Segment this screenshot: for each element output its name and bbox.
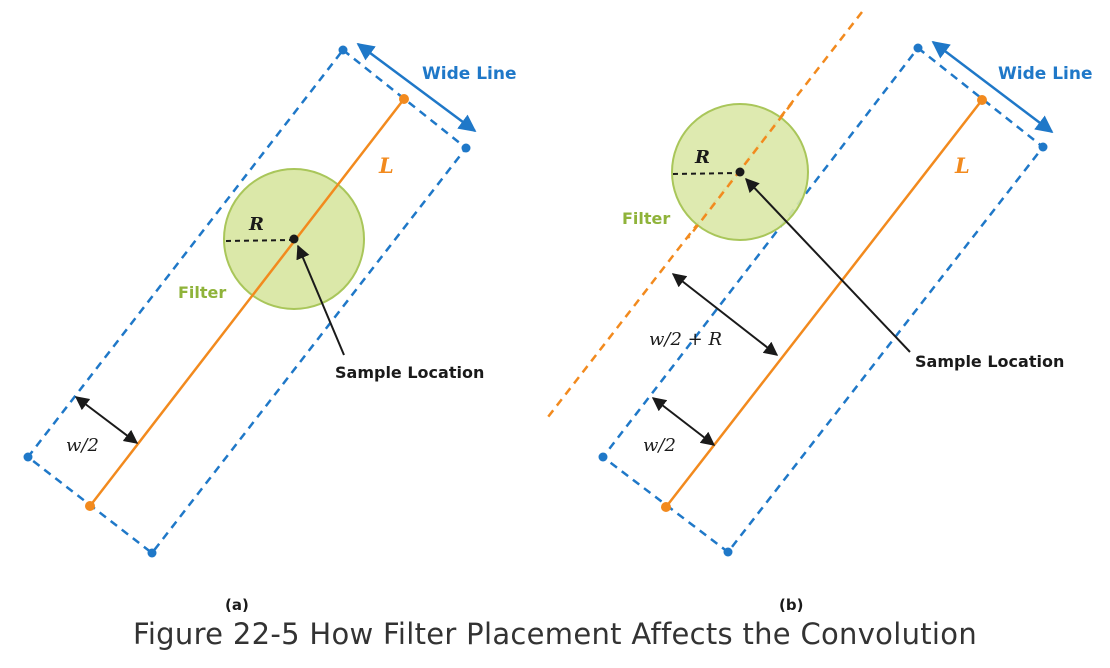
corner-dot [147, 548, 157, 558]
panel-b: Wide Line L R Filter w/2 + R Sample Loca… [547, 11, 1093, 614]
line-endpoint [399, 94, 409, 104]
center-line-l [89, 98, 405, 507]
panel-a-sublabel: (a) [225, 596, 249, 614]
corner-dot [723, 547, 733, 557]
half-width-label: w/2 [66, 435, 99, 456]
corner-dot [913, 43, 923, 53]
wide-line-label: Wide Line [998, 64, 1093, 84]
radius-label: R [248, 214, 264, 235]
corner-dot [1038, 142, 1048, 152]
sample-point [289, 234, 299, 244]
corner-dot [598, 452, 608, 462]
radius-line [672, 172, 739, 175]
line-endpoint [661, 502, 671, 512]
half-width-label: w/2 [643, 435, 676, 456]
wide-line-arrow [931, 40, 1054, 134]
radius-line [225, 239, 293, 242]
figure-caption: Figure 22-5 How Filter Placement Affects… [132, 617, 978, 651]
panel-a: Wide Line L R Filter Sample Location w/2… [23, 42, 517, 614]
radius-label: R [694, 147, 710, 168]
line-label: L [954, 153, 970, 178]
sample-location-label: Sample Location [335, 363, 484, 382]
half-width-arrow [651, 397, 716, 446]
sample-arrow [745, 177, 911, 353]
center-line-l [665, 99, 983, 508]
sample-point [735, 167, 745, 177]
corner-dot [23, 452, 33, 462]
half-width-arrow [74, 396, 139, 444]
sample-location-label: Sample Location [915, 352, 1064, 371]
corner-dot [461, 143, 471, 153]
line-endpoint [977, 95, 987, 105]
expanded-width-arrow [671, 273, 779, 356]
filter-label: Filter [622, 209, 670, 228]
line-label: L [378, 153, 394, 178]
panel-b-sublabel: (b) [779, 596, 803, 614]
corner-dot [338, 45, 348, 55]
wide-line-arrow [356, 42, 477, 133]
wide-line-label: Wide Line [422, 64, 517, 84]
expanded-width-label: w/2 + R [649, 329, 722, 350]
sample-arrow [296, 244, 345, 356]
line-endpoint [85, 501, 95, 511]
filter-label: Filter [178, 283, 226, 302]
wide-line-rect [601, 46, 1045, 554]
